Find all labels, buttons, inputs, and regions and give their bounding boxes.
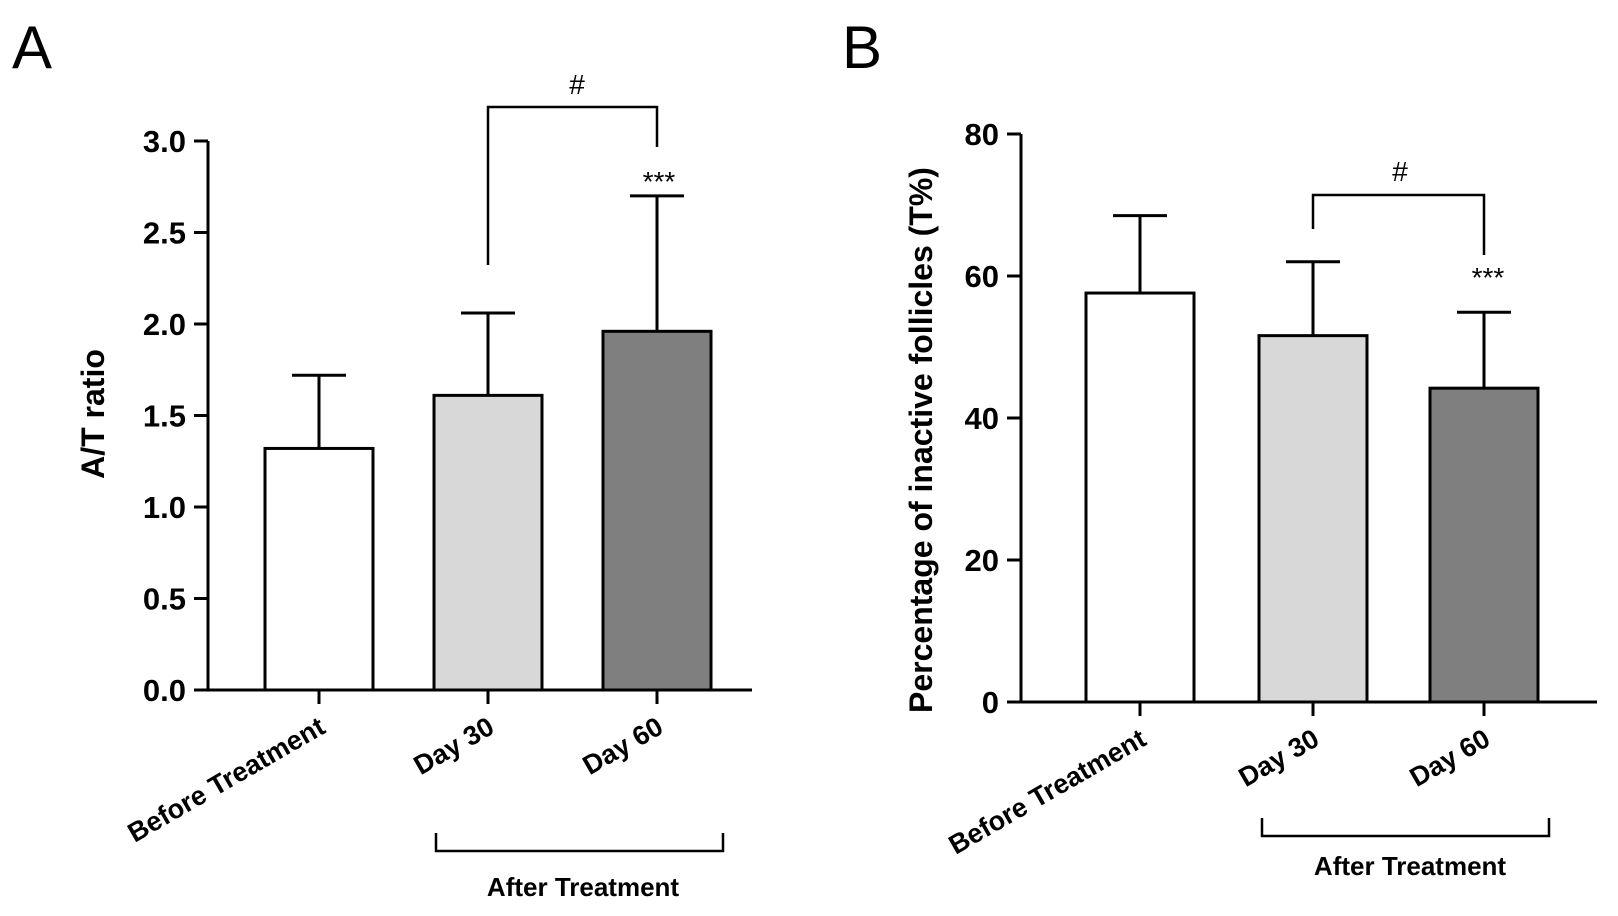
panel-b-y-tick-label-1: 20 (965, 543, 999, 578)
panel-b-group-label: After Treatment (1314, 851, 1506, 881)
panel-a-group-label: After Treatment (487, 872, 679, 902)
panel-a-y-tick-label-4: 2.0 (143, 307, 186, 342)
panel-a-significance-bracket (486, 105, 659, 265)
panel-a-y-tick-label-6: 3.0 (143, 124, 186, 159)
panel-a-bar-1 (432, 393, 544, 692)
panel-a-x-tick-label-2: Day 60 (578, 711, 668, 781)
panel-a-y-tick-label-3: 1.5 (143, 399, 186, 434)
panel-a-bracket-mark: # (569, 69, 585, 100)
panel-a: A A/T ratio After Treatment # *** Before… (12, 14, 752, 902)
panel-a-bar-0 (263, 446, 375, 692)
panel-b-y-tick-label-0: 0 (982, 685, 999, 720)
panel-a-x-tick-label-1: Day 30 (409, 711, 499, 781)
panel-b-bar-0 (1084, 291, 1196, 704)
panel-a-y-axis-label: A/T ratio (75, 349, 111, 479)
panel-b: B Percentage of inactive follicles (T%) … (842, 14, 1597, 881)
panel-a-day60-mark: *** (643, 166, 676, 197)
panel-b-bracket-mark: # (1392, 156, 1408, 187)
panel-b-significance-bracket (1311, 193, 1486, 255)
panel-b-x-tick-label-1: Day 30 (1234, 723, 1324, 793)
panel-b-x-tick-label-2: Day 60 (1405, 723, 1495, 793)
panel-a-group-bracket (434, 833, 725, 853)
panel-b-bar-2 (1428, 386, 1540, 704)
panel-a-letter: A (12, 14, 52, 81)
panel-b-y-tick-label-4: 80 (965, 117, 999, 152)
panel-b-letter: B (842, 14, 882, 81)
panel-a-y-tick-label-0: 0.0 (143, 673, 186, 708)
panel-b-y-tick-label-2: 40 (965, 401, 999, 436)
panel-b-day60-mark: *** (1472, 262, 1505, 293)
panel-b-group-bracket (1260, 818, 1551, 838)
panel-a-y-tick-label-2: 1.0 (143, 490, 186, 525)
panel-a-x-tick-label-0: Before Treatment (123, 711, 330, 848)
panel-a-y-tick-label-1: 0.5 (143, 582, 186, 617)
panel-b-x-tick-label-0: Before Treatment (944, 723, 1151, 860)
panel-a-bar-2 (601, 329, 713, 692)
panel-b-bar-1 (1257, 334, 1369, 704)
panel-b-y-tick-label-3: 60 (965, 259, 999, 294)
panel-b-y-axis-label: Percentage of inactive follicles (T%) (903, 167, 939, 713)
panel-a-y-tick-label-5: 2.5 (143, 216, 186, 251)
